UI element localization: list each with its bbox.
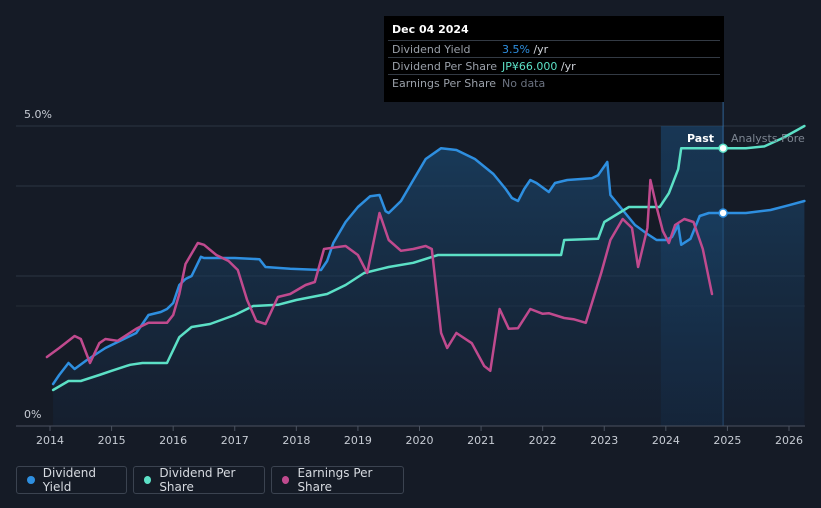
x-tick-label: 2026 [775,434,803,447]
x-tick-label: 2018 [282,434,310,447]
tooltip-value: 3.5% /yr [502,43,548,56]
forecast-label: Analysts Forecasts [731,132,821,145]
marker-dividend-yield [718,208,728,218]
tooltip: Dec 04 2024 Dividend Yield 3.5% /yr Divi… [384,16,724,102]
series-areas [53,148,805,426]
x-tick-label: 2024 [652,434,680,447]
x-axis: 2014 2015 2016 2017 2018 2019 2020 2021 2022 2023… [16,425,805,447]
tooltip-value: JP¥66.000 /yr [502,60,576,73]
legend-dot-icon [27,476,35,484]
tooltip-label: Earnings Per Share [392,77,497,90]
past-label: Past [687,132,714,145]
legend-item-dividend-yield[interactable]: Dividend Yield [16,466,127,494]
x-tick-label: 2025 [713,434,741,447]
legend-dot-icon [144,476,152,484]
series-line-earnings-per-share [45,178,714,373]
tooltip-value-number: 3.5% [502,43,530,56]
legend-item-dividend-per-share[interactable]: Dividend Per Share [133,466,265,494]
legend-label: Dividend Per Share [159,466,236,494]
forecast-label-clip: Analysts Forecasts [731,132,821,145]
tooltip-value-unit: /yr [529,43,549,56]
series-line-dividend-yield [51,146,806,386]
tooltip-row-dividend-per-share: Dividend Per Share JP¥66.000 /yr [388,57,720,75]
legend-label: Earnings Per Share [297,466,373,494]
tooltip-label: Dividend Per Share [392,60,498,73]
tooltip-date: Dec 04 2024 [392,23,469,36]
tooltip-value: No data [502,77,545,90]
x-tick-label: 2016 [159,434,187,447]
marker-dividend-per-share [718,143,728,153]
x-tick-label: 2023 [590,434,618,447]
legend-item-earnings-per-share[interactable]: Earnings Per Share [271,466,404,494]
tooltip-row-earnings-per-share: Earnings Per Share No data [388,74,720,92]
y-tick-label-top: 5.0% [24,108,52,121]
tooltip-value-unit: /yr [557,60,576,73]
series-line-dividend-per-share [51,124,806,392]
x-tick-label: 2015 [98,434,126,447]
series-lines [45,124,806,392]
tooltip-label: Dividend Yield [392,43,471,56]
x-tick-label: 2022 [529,434,557,447]
series-area-dividend-yield [53,148,805,426]
tooltip-value-number: No data [502,77,546,90]
y-tick-label-bottom: 0% [24,408,41,421]
x-tick-label: 2017 [221,434,249,447]
x-tick-label: 2019 [344,434,372,447]
x-tick-label: 2020 [406,434,434,447]
legend-label: Dividend Yield [42,466,97,494]
series-markers [718,143,728,218]
legend-dot-icon [282,476,290,484]
tooltip-row-dividend-yield: Dividend Yield 3.5% /yr [388,40,720,58]
tooltip-value-number: JP¥66.000 [502,60,558,73]
x-tick-label: 2021 [467,434,495,447]
x-tick-label: 2014 [36,434,64,447]
